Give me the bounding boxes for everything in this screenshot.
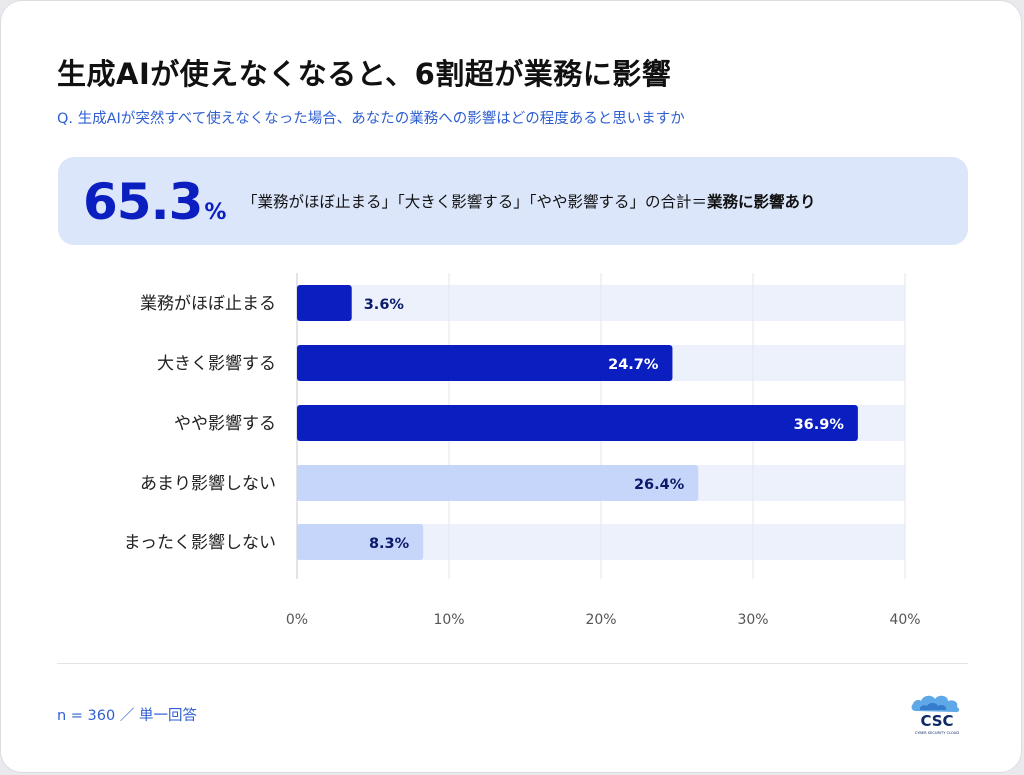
page-title: 生成AIが使えなくなると、6割超が業務に影響 — [57, 57, 672, 91]
value-label: 24.7% — [608, 357, 659, 373]
category-label: やや影響する — [174, 414, 276, 434]
csc-logo: CSC CYBER SECURITY CLOUD — [911, 695, 960, 735]
category-label: あまり影響しない — [140, 474, 276, 494]
bar — [297, 285, 352, 321]
category-label: 業務がほぼ止まる — [140, 294, 276, 314]
x-tick-label: 20% — [585, 612, 616, 628]
bar-chart: 0% 10% 20% 30% 40% 業務がほぼ止まる 3.6% 大きく影響する 24.7% やや… — [124, 273, 921, 628]
value-label: 26.4% — [634, 477, 685, 493]
footer-divider — [57, 663, 968, 664]
bar — [297, 345, 673, 381]
x-tick-label: 30% — [737, 612, 768, 628]
sample-note: n = 360 ／ 単一回答 — [57, 708, 197, 724]
value-label: 36.9% — [794, 417, 845, 433]
headline-value: 65.3 — [83, 173, 203, 231]
bar — [297, 465, 699, 501]
bar — [297, 405, 858, 441]
logo-text: CSC — [920, 712, 953, 730]
x-tick-label: 0% — [286, 612, 308, 628]
headline-stat: 65.3% — [83, 173, 226, 231]
summary-bold: 業務に影響あり — [707, 193, 816, 211]
x-tick-label: 40% — [889, 612, 920, 628]
survey-question: Q. 生成AIが突然すべて使えなくなった場合、あなたの業務への影響はどの程度ある… — [57, 111, 685, 127]
category-label: 大きく影響する — [157, 354, 276, 374]
headline-unit: % — [204, 200, 227, 225]
highlight-box: 65.3% 「業務がほぼ止まる」「大きく影響する」「やや影響する」の合計＝業務に… — [58, 157, 968, 245]
x-tick-label: 10% — [433, 612, 464, 628]
logo-subtext: CYBER SECURITY CLOUD — [915, 731, 960, 735]
summary-prefix: 「業務がほぼ止まる」「大きく影響する」「やや影響する」の合計＝ — [242, 193, 708, 211]
value-label: 8.3% — [369, 536, 410, 552]
value-label: 3.6% — [364, 297, 405, 313]
bar — [297, 524, 424, 560]
category-label: まったく影響しない — [124, 533, 276, 553]
highlight-summary: 「業務がほぼ止まる」「大きく影響する」「やや影響する」の合計＝業務に影響あり — [242, 190, 816, 212]
